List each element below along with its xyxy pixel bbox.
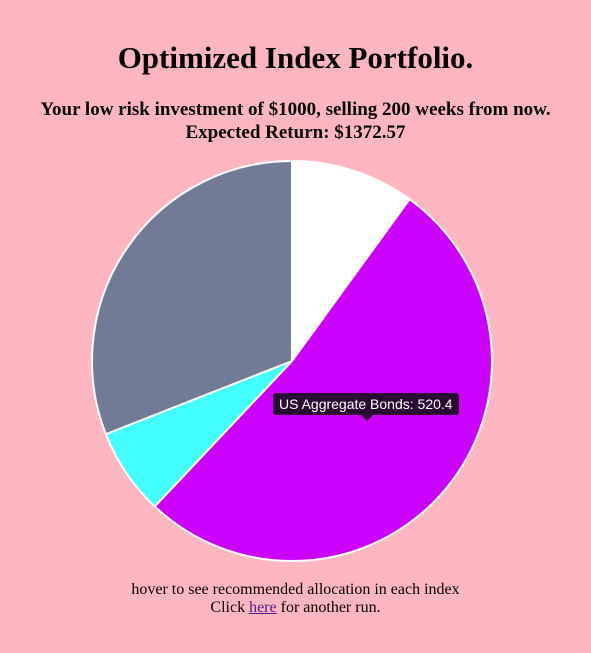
- slice-tooltip: US Aggregate Bonds: 520.4: [273, 393, 459, 421]
- footer: hover to see recommended allocation in e…: [0, 581, 591, 617]
- pie-slice-slice-1[interactable]: [291, 159, 411, 365]
- rerun-line: Click here for another run.: [0, 599, 591, 617]
- page-title: Optimized Index Portfolio.: [117, 40, 474, 75]
- page-subtitle: Your low risk investment of $1000, selli…: [0, 98, 591, 144]
- rerun-suffix: for another run.: [276, 599, 381, 616]
- rerun-prefix: Click: [210, 599, 250, 616]
- hover-hint: hover to see recommended allocation in e…: [131, 581, 460, 598]
- investment-summary: Your low risk investment of $1000, selli…: [40, 99, 551, 120]
- pie-slice-us-aggregate-bonds[interactable]: [153, 197, 493, 563]
- pie-slice-slice-4[interactable]: [91, 159, 293, 436]
- expected-return: Expected Return: $1372.57: [185, 122, 406, 143]
- rerun-link[interactable]: here: [249, 599, 277, 616]
